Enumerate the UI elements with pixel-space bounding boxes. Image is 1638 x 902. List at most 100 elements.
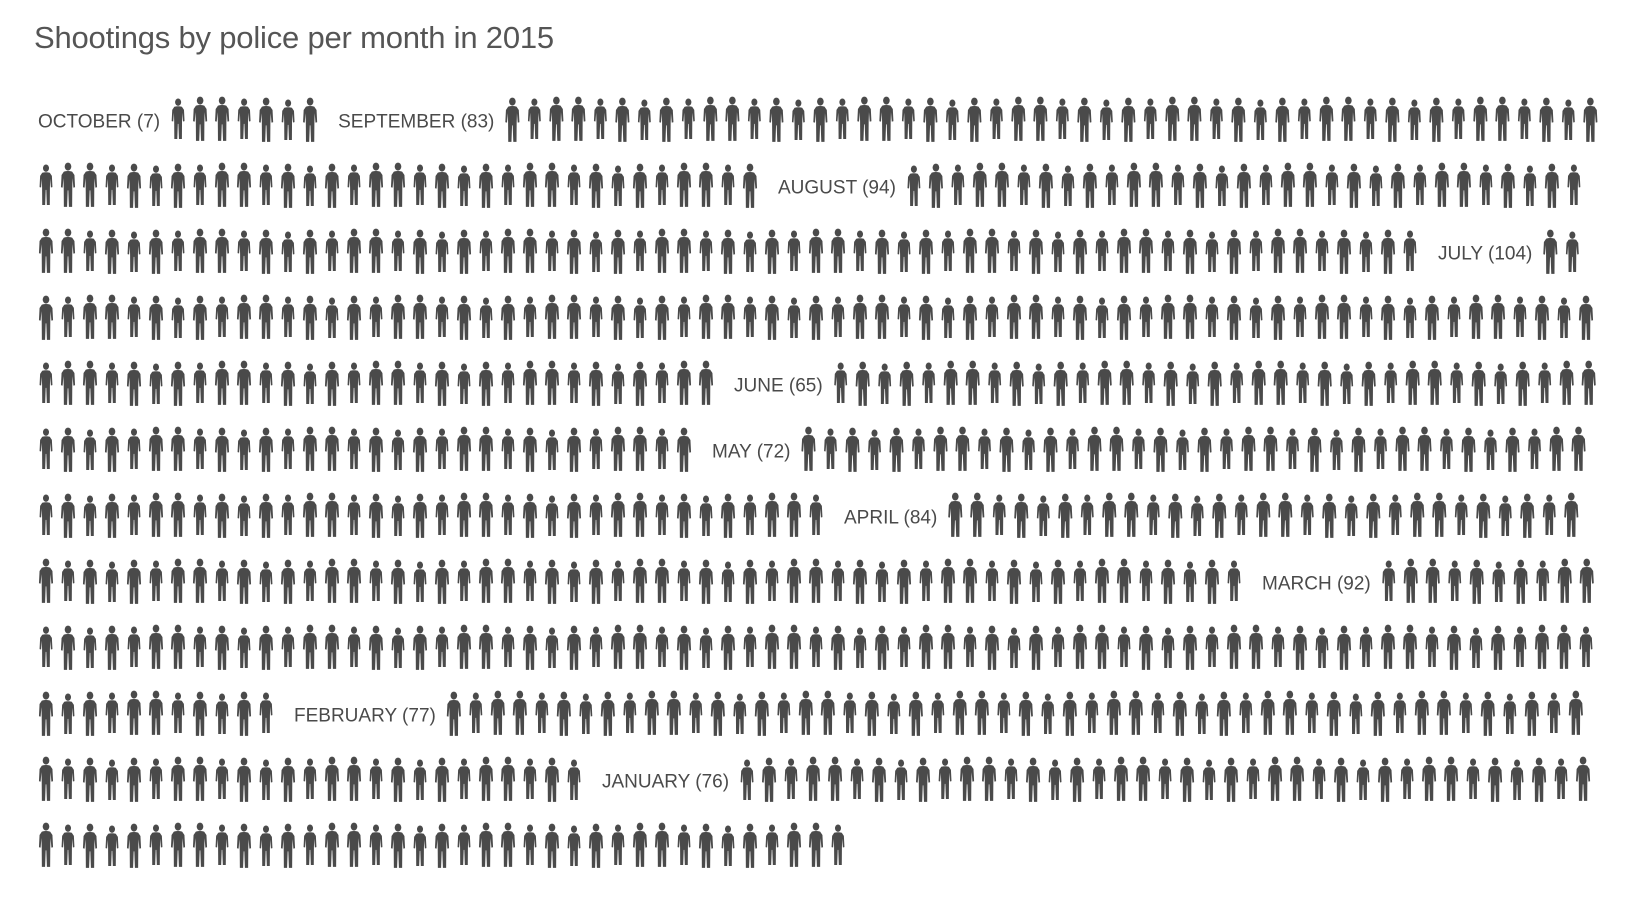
person-silhouette-icon	[1028, 294, 1044, 339]
person-silhouette-icon	[500, 228, 516, 273]
person-silhouette-icon	[1097, 360, 1112, 405]
person-silhouette-icon	[1414, 690, 1429, 735]
person-silhouette-icon	[769, 97, 784, 142]
person-silhouette-icon	[545, 627, 559, 668]
person-silhouette-icon	[1182, 625, 1198, 670]
person-silhouette-icon	[809, 494, 823, 535]
person-silhouette-icon	[1359, 231, 1373, 272]
person-silhouette-icon	[390, 360, 406, 405]
person-silhouette-icon	[1503, 693, 1517, 734]
person-silhouette-icon	[280, 559, 296, 604]
person-silhouette-icon	[1490, 625, 1506, 670]
person-silhouette-icon	[478, 361, 494, 406]
person-silhouette-icon	[38, 756, 54, 801]
person-silhouette-icon	[346, 756, 362, 801]
person-silhouette-icon	[215, 693, 229, 734]
person-silhouette-icon	[390, 757, 406, 802]
person-silhouette-icon	[632, 426, 648, 471]
person-silhouette-icon	[1359, 296, 1373, 337]
person-silhouette-icon	[412, 229, 428, 274]
person-silhouette-icon	[215, 758, 229, 799]
person-silhouette-icon	[806, 756, 821, 801]
person-silhouette-icon	[390, 294, 406, 339]
person-silhouette-icon	[325, 230, 339, 271]
person-silhouette-icon	[725, 96, 740, 141]
person-silhouette-icon	[764, 624, 780, 669]
person-silhouette-icon	[236, 691, 252, 736]
person-silhouette-icon	[1236, 163, 1251, 208]
person-silhouette-icon	[478, 624, 494, 669]
person-silhouette-icon	[720, 625, 736, 670]
person-silhouette-icon	[82, 294, 98, 339]
person-silhouette-icon	[390, 162, 406, 207]
person-silhouette-icon	[918, 624, 934, 669]
person-silhouette-icon	[1062, 691, 1077, 736]
person-silhouette-icon	[1186, 363, 1200, 404]
person-silhouette-icon	[1126, 162, 1141, 207]
person-silhouette-icon	[992, 494, 1006, 535]
person-silhouette-icon	[192, 558, 208, 603]
person-silhouette-icon	[1557, 558, 1572, 603]
person-silhouette-icon	[831, 560, 845, 601]
person-silhouette-icon	[280, 757, 296, 802]
person-silhouette-icon	[948, 492, 963, 537]
person-silhouette-icon	[1138, 625, 1154, 670]
person-silhouette-icon	[985, 560, 999, 601]
person-silhouette-icon	[1161, 230, 1175, 271]
person-silhouette-icon	[1055, 98, 1069, 139]
person-silhouette-icon	[1448, 560, 1462, 601]
person-silhouette-icon	[1583, 97, 1598, 142]
person-silhouette-icon	[1041, 693, 1055, 734]
person-silhouette-icon	[1066, 428, 1079, 469]
person-silhouette-icon	[1292, 625, 1308, 670]
person-silhouette-icon	[1557, 297, 1571, 338]
person-silhouette-icon	[997, 692, 1011, 733]
person-silhouette-icon	[1492, 561, 1506, 602]
person-silhouette-icon	[60, 625, 76, 670]
person-silhouette-icon	[1286, 428, 1299, 469]
person-silhouette-icon	[1142, 362, 1156, 403]
person-silhouette-icon	[857, 96, 872, 141]
person-silhouette-icon	[941, 230, 955, 271]
person-silhouette-icon	[989, 98, 1003, 139]
person-silhouette-icon	[60, 427, 76, 472]
person-silhouette-icon	[1271, 626, 1285, 667]
person-silhouette-icon	[843, 692, 857, 733]
person-silhouette-icon	[259, 97, 274, 142]
person-silhouette-icon	[974, 690, 989, 735]
person-silhouette-icon	[864, 691, 879, 736]
person-silhouette-icon	[970, 492, 985, 537]
person-silhouette-icon	[1022, 429, 1035, 470]
person-silhouette-icon	[192, 822, 208, 867]
person-silhouette-icon	[457, 560, 471, 601]
person-silhouette-icon	[82, 360, 98, 405]
person-silhouette-icon	[1479, 164, 1493, 205]
person-silhouette-icon	[874, 625, 890, 670]
person-silhouette-icon	[589, 296, 603, 337]
person-silhouette-icon	[1293, 296, 1307, 337]
person-silhouette-icon	[830, 228, 846, 273]
person-silhouette-icon	[610, 426, 626, 471]
person-silhouette-icon	[1424, 295, 1440, 340]
person-silhouette-icon	[237, 429, 251, 470]
month-label-february: FEBRUARY (77)	[294, 705, 436, 726]
person-silhouette-icon	[193, 164, 207, 205]
person-silhouette-icon	[676, 625, 692, 670]
person-silhouette-icon	[527, 98, 541, 139]
person-silhouette-icon	[1028, 229, 1044, 274]
person-silhouette-icon	[259, 561, 273, 602]
person-silhouette-icon	[501, 428, 515, 469]
person-silhouette-icon	[1559, 360, 1574, 405]
person-silhouette-icon	[1556, 624, 1572, 669]
person-silhouette-icon	[457, 758, 471, 799]
person-silhouette-icon	[566, 427, 582, 472]
person-silhouette-icon	[545, 230, 559, 271]
person-silhouette-icon	[1072, 295, 1088, 340]
person-silhouette-icon	[632, 558, 648, 603]
person-silhouette-icon	[611, 363, 625, 404]
person-silhouette-icon	[1099, 99, 1113, 140]
person-silhouette-icon	[1259, 164, 1273, 205]
person-silhouette-icon	[456, 426, 472, 471]
person-silhouette-icon	[901, 98, 915, 139]
person-silhouette-icon	[907, 165, 921, 206]
